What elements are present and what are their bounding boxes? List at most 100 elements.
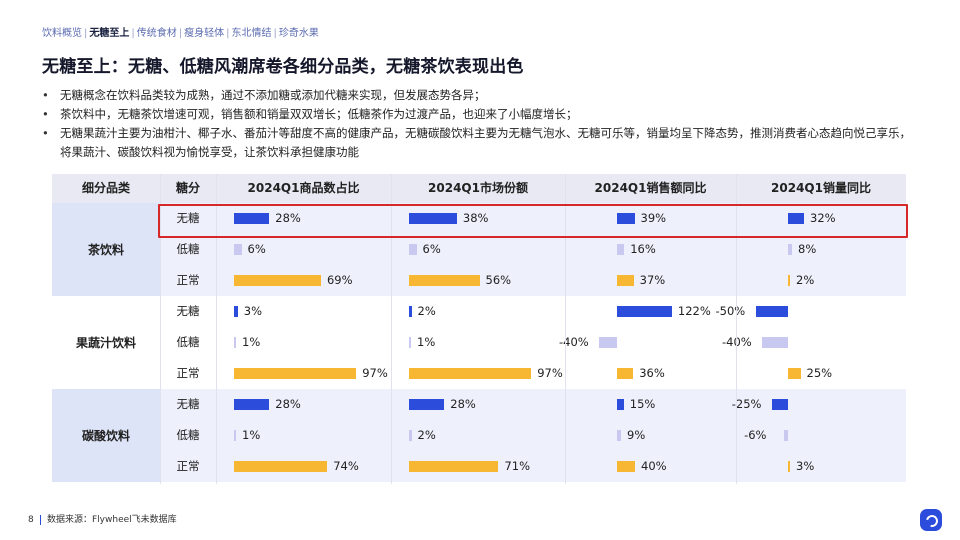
table-row: 低糖1%1%-40%-40% [160, 327, 906, 358]
value-bar [617, 461, 635, 472]
table-row: 无糖 28% 38% 39% 32% [160, 203, 906, 234]
value-label: 2% [417, 304, 436, 318]
value-label: 36% [639, 366, 665, 380]
value-label: 6% [247, 242, 266, 256]
value-bar [234, 368, 357, 379]
value-bar [234, 337, 236, 348]
value-bar [234, 275, 321, 286]
nav-separator: | [84, 28, 88, 39]
table-row: 无糖 28% 28% 15% -25% [160, 389, 906, 420]
table-header: 细分品类 糖分 2024Q1商品数占比 2024Q1市场份额 2024Q1销售额… [52, 174, 906, 203]
bullet-item: 茶饮料中，无糖茶饮增速可观，销售额和销量双双增长；低糖茶作为过渡产品，也迎来了小… [38, 105, 918, 124]
value-label: 40% [641, 459, 667, 473]
value-bar [409, 275, 480, 286]
header-sugar: 糖分 [175, 181, 200, 195]
column-divider [160, 174, 161, 484]
table-row: 正常 69% 56% 37% 2% [160, 265, 906, 296]
table-row: 正常 97% 97% 36% 25% [160, 358, 906, 389]
header-sales-yoy: 2024Q1销售额同比 [594, 181, 707, 195]
value-label: -40% [559, 335, 589, 349]
value-bar [755, 306, 788, 317]
sugar-label: 低糖 [176, 242, 200, 256]
value-bar [771, 399, 788, 410]
value-label: 38% [462, 211, 489, 225]
value-bar [234, 213, 270, 224]
table-row: 无糖 3% 2% 122% -50% [160, 296, 906, 327]
value-label: -25% [731, 397, 762, 411]
sugar-label: 无糖 [176, 397, 200, 411]
value-label: 69% [326, 273, 353, 287]
nav-separator: | [273, 28, 277, 39]
value-label: 97% [362, 366, 388, 380]
value-label: 71% [504, 459, 531, 473]
value-bar [234, 306, 238, 317]
value-label: 2% [417, 428, 436, 442]
value-label: 28% [275, 211, 301, 225]
nav-separator: | [178, 28, 183, 39]
page-title: 无糖至上：无糖、低糖风潮席卷各细分品类，无糖茶饮表现出色 [42, 57, 524, 77]
value-bar [409, 368, 532, 379]
value-bar [788, 213, 804, 224]
value-label: 122% [677, 304, 711, 318]
value-bar [617, 244, 625, 255]
footer: 8 数据来源：Flywheel飞未数据库 [28, 512, 177, 525]
column-divider [736, 174, 737, 484]
value-label: 16% [630, 242, 656, 256]
nav-separator: | [131, 28, 135, 39]
table-row: 低糖 6% 6% 16% 8% [160, 234, 906, 265]
value-bar [788, 368, 801, 379]
value-bar [409, 399, 445, 410]
value-label: 1% [242, 335, 261, 349]
value-label: -6% [744, 428, 767, 442]
value-bar [617, 275, 634, 286]
nav-item-2[interactable]: 传统食材 [136, 28, 177, 39]
value-bar [788, 244, 792, 255]
value-label: 74% [333, 459, 359, 473]
nav-item-0[interactable]: 饮料概览 [42, 28, 82, 39]
table-row: 低糖 1% 2% 9% -6% [160, 420, 906, 451]
data-table: 细分品类 糖分 2024Q1商品数占比 2024Q1市场份额 2024Q1销售额… [52, 174, 908, 484]
flywheel-logo-icon [920, 509, 942, 531]
value-label: 56% [485, 273, 512, 287]
value-bar [617, 430, 622, 441]
value-label: 6% [422, 242, 441, 256]
page-number: 8 [28, 515, 34, 525]
highlight-box [158, 204, 908, 238]
header-market-share: 2024Q1市场份额 [428, 181, 528, 195]
bullet-list: 无糖概念在饮料品类较为成熟，通过不添加糖或添加代糖来实现，但发展态势各异； 茶饮… [38, 86, 918, 162]
value-label: 28% [450, 397, 476, 411]
value-bar [409, 461, 499, 472]
value-bar [599, 337, 617, 348]
category-label: 碳酸饮料 [52, 389, 160, 482]
nav-item-3[interactable]: 瘦身轻体 [184, 28, 225, 39]
value-label: 32% [810, 211, 836, 225]
value-bar [234, 430, 236, 441]
bullet-item: 无糖概念在饮料品类较为成熟，通过不添加糖或添加代糖来实现，但发展态势各异； [38, 86, 918, 105]
nav-item-1[interactable]: 无糖至上 [89, 28, 130, 39]
nav-separator: | [226, 28, 230, 39]
sugar-label: 无糖 [176, 304, 200, 318]
value-label: 2% [796, 273, 815, 287]
header-count-share: 2024Q1商品数占比 [247, 181, 360, 195]
column-divider [216, 174, 217, 484]
value-label: 3% [796, 459, 815, 473]
value-label: 15% [629, 397, 656, 411]
column-divider [565, 174, 566, 484]
section-nav: 饮料概览 | 无糖至上 | 传统食材 | 瘦身轻体 | 东北情结 | 珍奇水果 [42, 24, 319, 39]
value-label: 25% [806, 366, 833, 380]
sugar-label: 无糖 [176, 211, 200, 225]
value-label: 8% [798, 242, 817, 256]
value-label: 1% [242, 428, 261, 442]
value-bar [784, 430, 788, 441]
column-divider [391, 174, 392, 484]
value-bar [409, 213, 457, 224]
nav-item-4[interactable]: 东北情结 [231, 28, 272, 39]
category-label: 茶饮料 [52, 203, 160, 296]
value-bar [409, 244, 417, 255]
value-bar [617, 399, 624, 410]
bullet-item: 无糖果蔬汁主要为油柑汁、椰子水、番茄汁等甜度不高的健康产品，无糖碳酸饮料主要为无… [38, 124, 918, 162]
category-label: 果蔬汁饮料 [75, 336, 136, 350]
value-label: 3% [243, 304, 263, 318]
header-category: 细分品类 [81, 181, 130, 195]
nav-item-5[interactable]: 珍奇水果 [278, 28, 319, 39]
